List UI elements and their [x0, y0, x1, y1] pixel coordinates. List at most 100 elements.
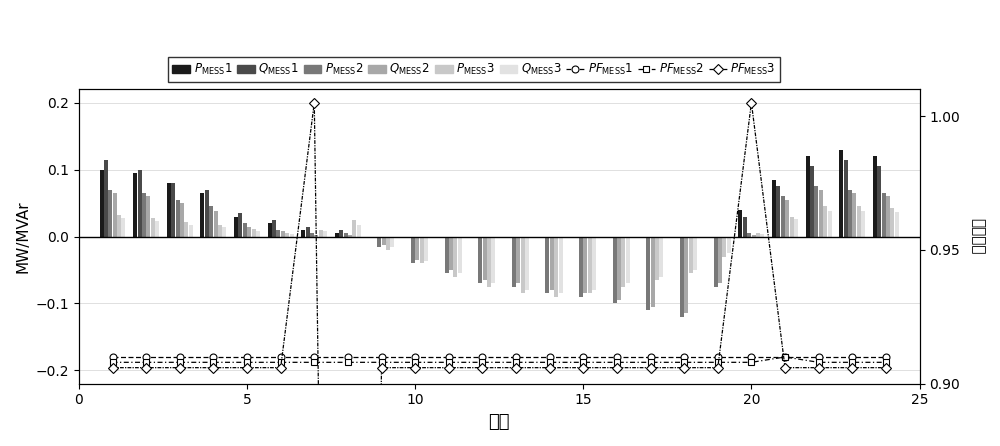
Bar — [218, 224, 222, 236]
Bar — [806, 156, 810, 236]
Bar — [752, 235, 756, 236]
Bar — [335, 233, 339, 236]
Bar — [727, 236, 731, 253]
Bar — [323, 231, 327, 236]
Bar — [626, 236, 630, 283]
Bar — [785, 200, 789, 236]
Bar — [890, 208, 894, 236]
Bar — [238, 213, 242, 236]
Bar — [781, 196, 785, 236]
Bar — [823, 206, 827, 236]
Bar — [458, 236, 462, 273]
Bar — [290, 234, 294, 236]
Bar — [882, 193, 886, 236]
Bar — [776, 186, 780, 236]
Legend: $P_{\mathregular{MESS}}$1, $Q_{\mathregular{MESS}}$1, $P_{\mathregular{MESS}}$2,: $P_{\mathregular{MESS}}$1, $Q_{\mathregu… — [168, 57, 780, 82]
Bar — [738, 210, 742, 236]
Bar — [525, 236, 529, 290]
Bar — [814, 186, 818, 236]
Bar — [344, 233, 348, 236]
Bar — [512, 236, 516, 287]
Bar — [415, 236, 419, 260]
Bar — [839, 149, 843, 236]
Bar — [189, 224, 193, 236]
Bar — [377, 236, 381, 247]
Bar — [592, 236, 596, 290]
Bar — [877, 166, 881, 236]
Bar — [382, 236, 386, 244]
Bar — [790, 216, 794, 236]
Bar — [583, 236, 587, 293]
Bar — [680, 236, 684, 317]
Bar — [138, 169, 142, 236]
Bar — [852, 193, 856, 236]
Bar — [171, 183, 175, 236]
Y-axis label: 功率因数: 功率因数 — [970, 219, 985, 255]
Bar — [617, 236, 621, 300]
Bar — [559, 236, 563, 293]
Bar — [205, 190, 209, 236]
Bar — [142, 193, 146, 236]
Bar — [693, 236, 697, 270]
Bar — [100, 169, 104, 236]
Bar — [222, 227, 226, 236]
Bar — [819, 190, 823, 236]
Bar — [828, 211, 832, 236]
Bar — [554, 236, 558, 297]
Bar — [483, 236, 487, 280]
Bar — [659, 236, 663, 277]
Bar — [314, 235, 318, 236]
Bar — [352, 220, 356, 236]
Bar — [491, 236, 495, 283]
Bar — [886, 196, 890, 236]
Bar — [756, 232, 760, 236]
Bar — [281, 231, 285, 236]
Bar — [613, 236, 617, 303]
Bar — [521, 236, 525, 293]
Bar — [104, 160, 108, 236]
Bar — [272, 220, 276, 236]
Bar — [772, 180, 776, 236]
Bar — [301, 230, 305, 236]
Bar — [445, 236, 449, 273]
Bar — [747, 233, 751, 236]
Bar — [151, 218, 155, 236]
Bar — [689, 236, 693, 273]
Bar — [306, 227, 310, 236]
Bar — [117, 215, 121, 236]
Bar — [276, 230, 280, 236]
Bar — [449, 236, 453, 270]
Bar — [588, 236, 592, 293]
Bar — [718, 236, 722, 283]
Y-axis label: MW/MVAr: MW/MVAr — [15, 200, 30, 273]
Bar — [247, 227, 251, 236]
Bar — [108, 190, 112, 236]
X-axis label: 时间: 时间 — [488, 413, 510, 431]
Bar — [545, 236, 549, 293]
Bar — [121, 218, 125, 236]
Bar — [810, 166, 814, 236]
Bar — [760, 234, 764, 236]
Bar — [844, 160, 848, 236]
Bar — [550, 236, 554, 290]
Bar — [113, 193, 117, 236]
Bar — [167, 183, 171, 236]
Bar — [651, 236, 655, 307]
Bar — [478, 236, 482, 283]
Bar — [234, 216, 238, 236]
Bar — [176, 200, 180, 236]
Bar — [268, 223, 272, 236]
Bar — [848, 190, 852, 236]
Bar — [714, 236, 718, 287]
Bar — [348, 235, 352, 236]
Bar — [184, 222, 188, 236]
Bar — [209, 206, 213, 236]
Bar — [155, 220, 159, 236]
Bar — [411, 236, 415, 263]
Bar — [487, 236, 491, 287]
Bar — [873, 156, 877, 236]
Bar — [339, 230, 343, 236]
Bar — [861, 211, 865, 236]
Bar — [453, 236, 457, 277]
Bar — [310, 233, 314, 236]
